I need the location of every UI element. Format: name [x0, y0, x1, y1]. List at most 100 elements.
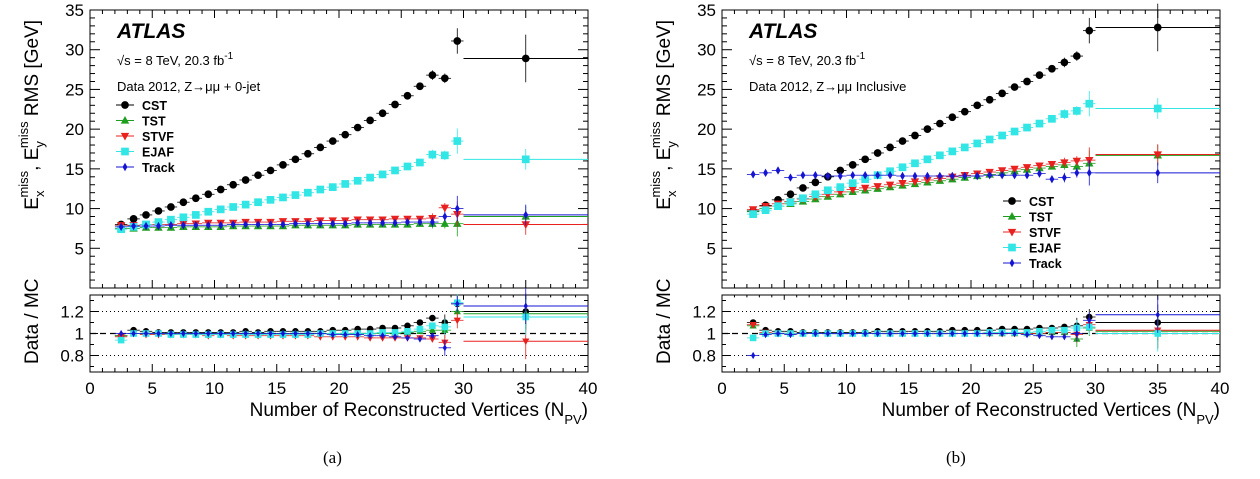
y-axis-title-text: Exmiss, Eymiss RMS [GeV] — [648, 20, 679, 210]
data-point — [788, 331, 793, 339]
data-point — [823, 186, 832, 195]
y-tick-label: 20 — [65, 120, 84, 139]
data-point — [875, 329, 880, 338]
x-tick-label: 25 — [1024, 379, 1043, 398]
data-point — [218, 329, 223, 338]
ratio-y-tick-label: 0.8 — [60, 347, 84, 366]
ratio-axis-title-text: Data / MC — [654, 278, 675, 364]
data-point — [266, 195, 275, 204]
data-point — [416, 325, 424, 333]
data-point — [1009, 258, 1015, 268]
data-point — [1085, 99, 1094, 108]
data-point — [1037, 332, 1042, 340]
data-point — [404, 328, 411, 335]
data-point — [973, 139, 982, 148]
data-point — [129, 215, 138, 223]
y-tick-label: 10 — [65, 200, 84, 219]
data-point — [429, 217, 435, 227]
data-point — [1074, 168, 1080, 178]
data-point — [1036, 328, 1043, 335]
series-cst — [746, 3, 1220, 215]
data-point — [291, 155, 300, 164]
data-point — [280, 220, 286, 229]
data-point — [862, 171, 868, 180]
data-point — [1022, 164, 1032, 172]
data-point — [811, 190, 820, 199]
data-point — [987, 171, 993, 180]
data-point — [266, 166, 275, 175]
x-tick-label: 15 — [267, 379, 286, 398]
data-point — [304, 149, 312, 158]
x-tick-label: 40 — [1211, 379, 1230, 398]
data-point — [1035, 71, 1044, 79]
data-point — [998, 89, 1006, 98]
data-point — [118, 222, 124, 232]
data-point — [936, 151, 944, 160]
data-point — [948, 147, 957, 156]
data-point — [305, 219, 311, 228]
ratio-series-track — [114, 288, 588, 356]
x-tick-label: 30 — [1086, 379, 1105, 398]
data-point — [243, 329, 248, 338]
y-tick-label: 20 — [697, 120, 716, 139]
y-tick-label: 5 — [707, 239, 716, 258]
data-point — [168, 329, 174, 338]
data-point — [143, 329, 149, 338]
series-stvf — [746, 144, 1220, 214]
data-point — [750, 170, 756, 179]
data-point — [748, 206, 758, 214]
main-plot-frame — [721, 9, 1221, 289]
data-point — [1072, 52, 1081, 60]
data-point — [860, 184, 870, 193]
data-point — [318, 329, 323, 338]
y-axis-title-text: Exmiss, Eymiss RMS [GeV] — [16, 20, 47, 210]
data-point — [885, 181, 895, 190]
ratio-axis-title: Data / MC — [22, 278, 43, 364]
data-point — [453, 317, 461, 325]
data-point — [204, 207, 213, 216]
legend-entry-track: Track — [142, 161, 175, 175]
data-point — [305, 329, 310, 338]
data-point — [1023, 123, 1031, 132]
y-tick-label: 10 — [697, 200, 716, 219]
data-point — [799, 184, 807, 192]
data-point — [775, 329, 781, 338]
data-point — [1087, 316, 1092, 324]
data-point — [440, 74, 449, 83]
x-axis-ticks — [89, 10, 589, 372]
data-point — [180, 221, 186, 230]
data-point — [774, 202, 782, 211]
data-point — [440, 219, 450, 227]
data-point — [1023, 77, 1031, 86]
data-point — [453, 37, 462, 45]
data-point — [455, 300, 460, 308]
y-tick-label: 25 — [65, 80, 84, 99]
data-point — [230, 220, 236, 229]
data-point — [1012, 329, 1017, 338]
data-point — [405, 334, 410, 342]
data-point — [799, 194, 807, 203]
data-point — [749, 210, 757, 218]
data-point — [442, 344, 447, 352]
data-point — [428, 150, 437, 159]
data-point — [280, 329, 286, 338]
data-point — [254, 171, 262, 180]
x-tick-label: 25 — [392, 379, 411, 398]
data-point — [749, 334, 757, 342]
data-point — [366, 173, 374, 182]
data-point — [811, 178, 820, 187]
data-point — [441, 323, 449, 331]
data-point — [522, 338, 530, 346]
data-point — [416, 82, 424, 91]
data-point — [761, 206, 770, 215]
series-track — [746, 160, 1220, 186]
data-point — [850, 171, 856, 180]
data-point — [156, 329, 161, 338]
data-point — [341, 180, 350, 188]
data-point — [430, 332, 435, 340]
data-point — [923, 155, 932, 164]
ratio-y-tick-label: 1.2 — [60, 303, 84, 322]
experiment-label: ATLAS — [116, 20, 185, 43]
